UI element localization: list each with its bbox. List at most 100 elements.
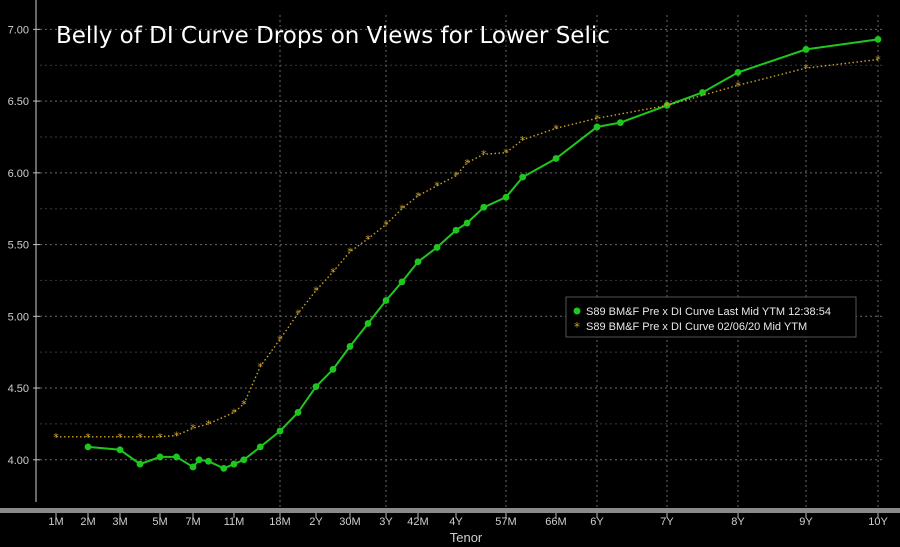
data-point-current (433, 244, 441, 251)
data-point-current (364, 320, 372, 327)
data-point-current (276, 427, 284, 435)
x-tick-label: 4Y (449, 516, 463, 528)
data-point-previous: * (174, 429, 180, 442)
data-point-previous: * (313, 284, 319, 297)
chart-title: Belly of DI Curve Drops on Views for Low… (56, 23, 610, 49)
data-point-current (463, 219, 471, 227)
data-point-previous: * (415, 190, 421, 203)
data-point-current (156, 453, 164, 461)
data-point-current (398, 278, 406, 286)
data-point-previous: * (231, 406, 237, 419)
data-point-current (802, 46, 810, 53)
y-tick-label: 7.00 (8, 24, 29, 36)
x-tick-label: 2M (80, 516, 95, 528)
x-tick-label: 7M (185, 516, 200, 528)
data-point-current (414, 258, 422, 266)
x-tick-label: 42M (407, 516, 428, 528)
data-point-previous: * (117, 431, 123, 444)
data-point-current (452, 226, 460, 234)
series-line-previous (56, 58, 879, 438)
x-tick-label: 3Y (379, 516, 393, 528)
data-point-current (346, 343, 354, 350)
data-point-current (116, 446, 124, 454)
legend-label-previous: S89 BM&F Pre x DI Curve 02/06/20 Mid YTM (586, 321, 807, 333)
grid (40, 15, 884, 510)
series-lines: * * * * * * * * * * * * * * * * * * * * * * * * * * * * * * * * (53, 35, 882, 472)
data-point-previous: * (85, 431, 91, 444)
data-point-previous: * (664, 99, 670, 112)
data-point-previous: * (365, 233, 371, 246)
data-point-previous: * (503, 147, 509, 160)
data-point-current (220, 464, 228, 472)
data-point-current (256, 443, 264, 451)
legend-marker-previous: * (574, 320, 580, 334)
data-point-previous: * (735, 79, 741, 92)
data-point-previous: * (383, 218, 389, 231)
legend: S89 BM&F Pre x DI Curve Last Mid YTM 12:… (565, 296, 857, 338)
data-point-previous: * (137, 431, 143, 444)
data-point-current (189, 463, 197, 471)
x-tick-label: 2Y (309, 516, 323, 528)
data-point-previous: * (241, 398, 247, 411)
data-point-current (734, 68, 742, 76)
data-point-current (84, 443, 92, 451)
x-tick-label: 3M (112, 516, 127, 528)
data-point-current (382, 297, 390, 304)
y-tick-label: 4.50 (8, 383, 29, 395)
y-tick-label: 6.50 (8, 96, 29, 108)
x-tick-label: 18M (269, 516, 290, 528)
data-point-previous: * (190, 422, 196, 435)
x-tick-label: 8Y (731, 516, 745, 528)
data-point-previous: * (875, 53, 881, 66)
data-point-previous: * (53, 431, 59, 444)
axes: 4.00 4.50 5.00 5.50 6.00 6.50 7.00 1M 2M 3M 5M 7M 11… (0, 0, 900, 528)
data-point-current (616, 119, 624, 127)
x-tick-label: 1M (48, 516, 63, 528)
data-point-current (136, 460, 144, 468)
data-point-current (195, 456, 203, 464)
data-point-previous: * (295, 307, 301, 320)
y-tick-label: 6.00 (8, 168, 29, 180)
data-point-previous: * (258, 361, 264, 374)
data-point-previous: * (347, 246, 353, 259)
legend-box (565, 296, 857, 338)
data-point-current (312, 383, 320, 391)
series-line-current (87, 38, 879, 470)
data-point-current (240, 456, 248, 464)
y-tick-label: 5.00 (8, 311, 29, 323)
x-tick-label: 5M (152, 516, 167, 528)
data-point-current (480, 203, 488, 211)
x-axis-label: Tenor (450, 530, 483, 545)
y-tick-label: 5.50 (8, 240, 29, 252)
data-point-current (294, 409, 302, 416)
y-tick-label: 4.00 (8, 455, 29, 467)
x-tick-label: 7Y (660, 516, 674, 528)
data-point-previous: * (206, 418, 212, 431)
legend-marker-current (573, 307, 581, 315)
legend-label-current: S89 BM&F Pre x DI Curve Last Mid YTM 12:… (586, 306, 831, 318)
data-point-previous: * (553, 122, 559, 135)
data-point-current (874, 35, 882, 43)
x-axis-bar (0, 508, 900, 513)
data-point-previous: * (464, 157, 470, 170)
data-point-previous: * (434, 180, 440, 193)
data-point-previous: * (481, 148, 487, 161)
x-tick-label: 57M (495, 516, 516, 528)
data-point-current (329, 365, 337, 373)
data-point-current (519, 173, 527, 181)
data-point-previous: * (803, 62, 809, 75)
data-point-previous: * (277, 333, 283, 346)
data-point-current (593, 123, 601, 131)
x-tick-label: 9Y (799, 516, 813, 528)
x-tick-label: 10Y (868, 516, 888, 528)
data-point-current (204, 457, 212, 465)
data-point-previous: * (594, 112, 600, 125)
x-tick-label: 11M (224, 516, 245, 528)
data-point-previous: * (453, 170, 459, 183)
x-tick-label: 66M (545, 516, 566, 528)
data-point-current (502, 193, 510, 201)
data-point-current (552, 155, 560, 162)
data-point-current (230, 460, 238, 468)
data-point-previous: * (520, 134, 526, 147)
